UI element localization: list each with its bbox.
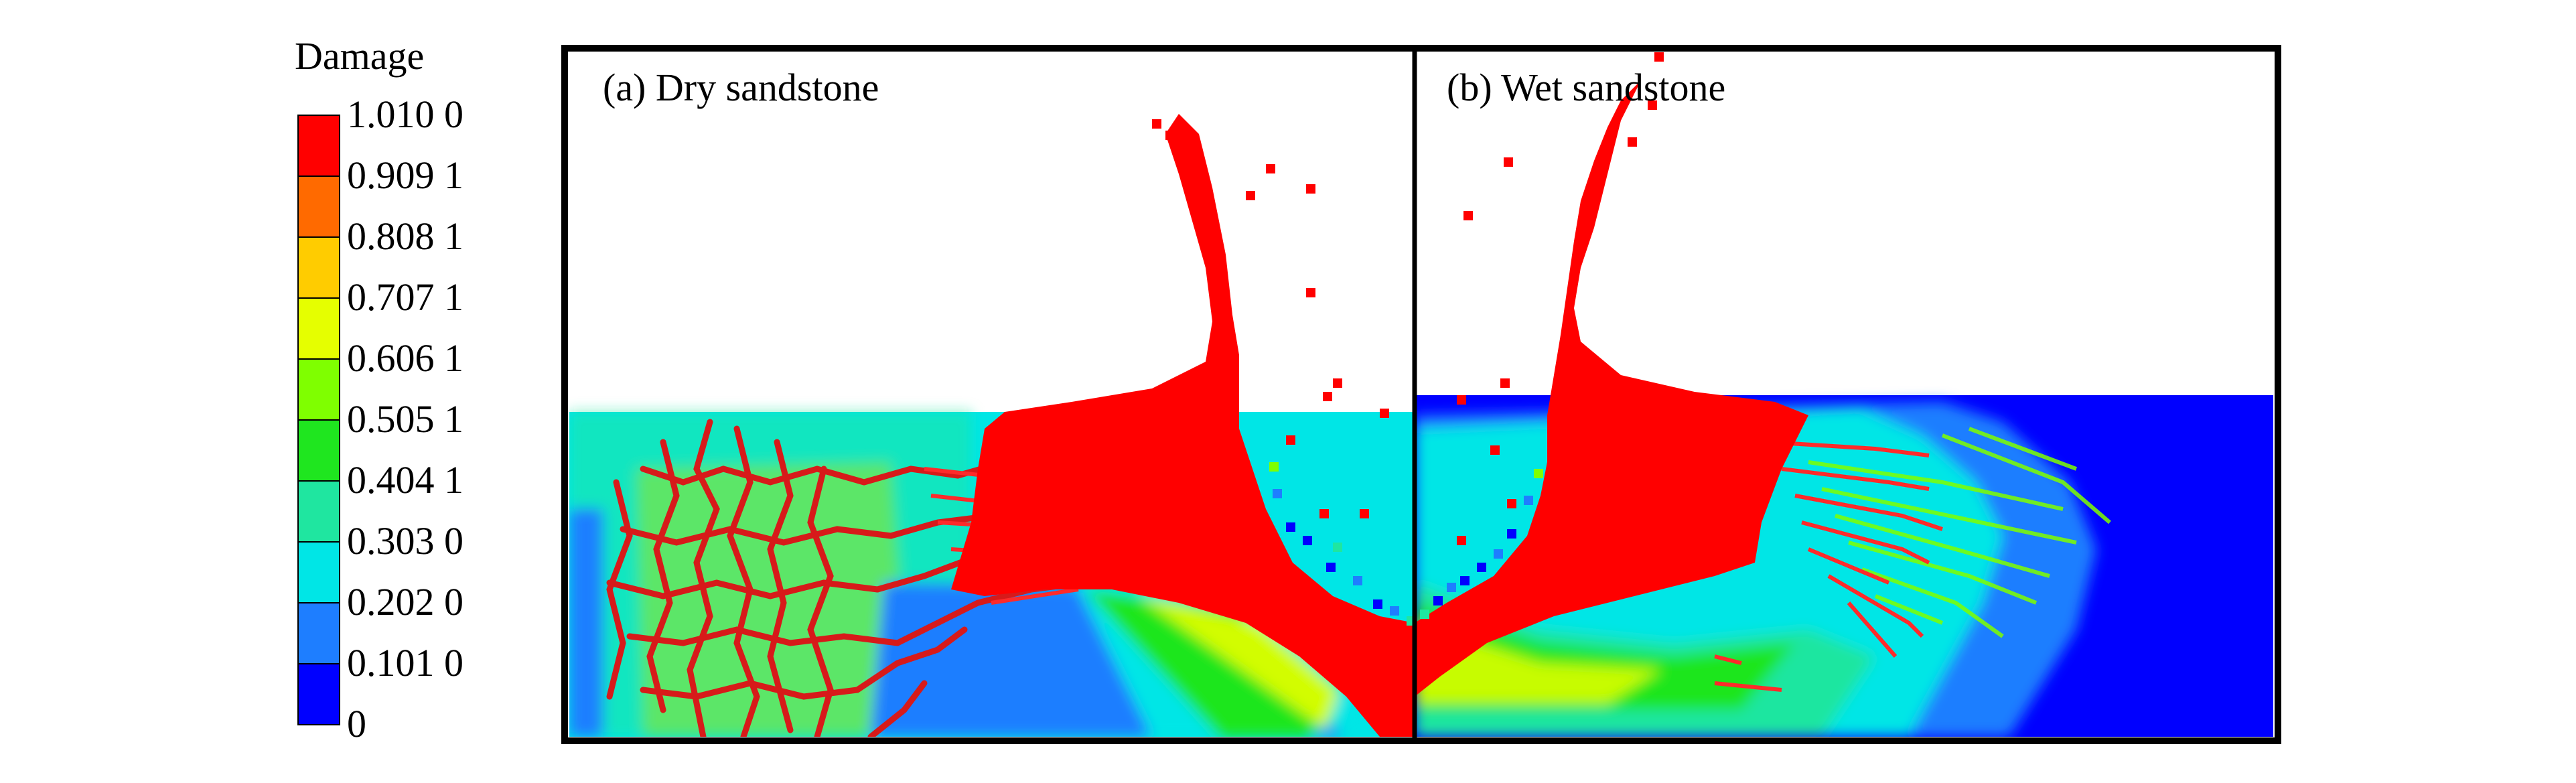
spall-fragments-dry — [1269, 462, 1413, 626]
colorbar-tick-label: 0 — [347, 702, 366, 745]
colorbar-cell — [297, 663, 340, 725]
colorbar-cell — [297, 236, 340, 299]
debris-dry — [1152, 119, 1389, 518]
debris-wet — [1457, 52, 1664, 545]
colorbar-tick-label: 0.808 1 — [347, 214, 463, 258]
colorbar-cell — [297, 602, 340, 664]
colorbar-tick-label: 0.909 1 — [347, 153, 463, 197]
tension-cracks-wet — [1808, 427, 2111, 638]
colorbar-tick-label: 0.101 0 — [347, 641, 463, 685]
colorbar-tick-label: 0.707 1 — [347, 275, 463, 319]
colorbar-cell — [297, 115, 340, 177]
colorbar-cell — [297, 175, 340, 238]
panel-wet-sandstone — [1415, 52, 2273, 737]
damaged-zone-dry — [951, 114, 1415, 737]
crack-network-wet — [1714, 440, 1943, 692]
panel-label-dry: (a) Dry sandstone — [603, 66, 879, 109]
panel-label-wet: (b) Wet sandstone — [1447, 66, 1726, 109]
colorbar-tick-label: 0.404 1 — [347, 458, 463, 502]
damaged-zone-wet — [1415, 80, 1808, 697]
colorbar-cell — [297, 541, 340, 603]
colorbar-cell — [297, 480, 340, 543]
figure-frame — [561, 45, 2281, 744]
colorbar-tick-label: 1.010 0 — [347, 92, 463, 136]
legend-title: Damage — [295, 34, 425, 78]
colorbar-tick-label: 0.606 1 — [347, 336, 463, 380]
colorbar-tick-label: 0.202 0 — [347, 580, 463, 624]
colorbar-tick-label: 0.505 1 — [347, 397, 463, 441]
panel-dry-sandstone — [569, 52, 1415, 737]
colorbar-tick-label: 0.303 0 — [347, 519, 463, 563]
spall-fragments-wet — [1420, 469, 1543, 619]
